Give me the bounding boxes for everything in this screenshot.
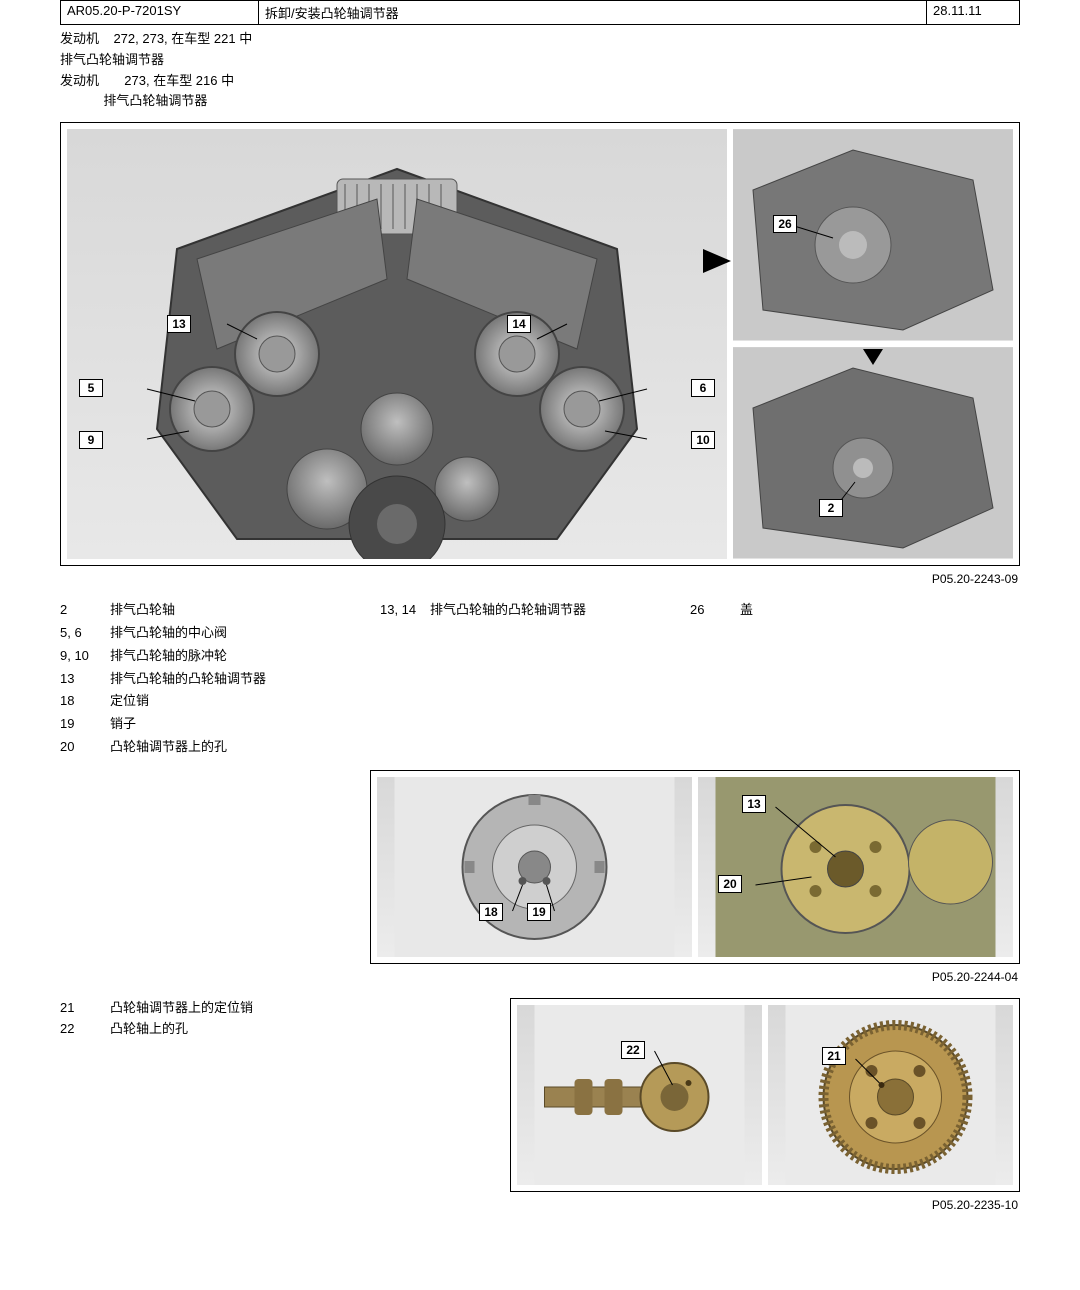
- legend-item: 26 盖: [690, 600, 890, 621]
- cap-detail-illustration: [733, 129, 1013, 341]
- adjuster-back-illustration: [377, 777, 692, 957]
- legend-num: 26: [690, 600, 730, 621]
- callout-21: 21: [822, 1047, 846, 1065]
- doc-title: 拆卸/安装凸轮轴调节器: [259, 1, 926, 24]
- callout-13: 13: [167, 315, 191, 333]
- legend-item: 18 定位销: [60, 691, 360, 712]
- callout-10: 10: [691, 431, 715, 449]
- legend-text: 凸轮轴调节器上的孔: [110, 737, 227, 758]
- figure-1-side-column: 26 2: [733, 129, 1013, 559]
- figure-1-ref: P05.20-2243-09: [60, 572, 1018, 586]
- callout-13b: 13: [742, 795, 766, 813]
- legend-text: 销子: [110, 714, 136, 735]
- legend-text: 排气凸轮轴的凸轮轴调节器: [110, 669, 266, 690]
- legend-col-1: 2 排气凸轮轴 5, 6 排气凸轮轴的中心阀 9, 10 排气凸轮轴的脉冲轮 13 排气凸轮轴…: [60, 600, 360, 758]
- legend-col-2: 13, 14 排气凸轮轴的凸轮轴调节器: [380, 600, 670, 758]
- legend-text: 凸轮轴调节器上的定位销: [110, 998, 253, 1019]
- legend-num: 18: [60, 691, 100, 712]
- legend-text: 排气凸轮轴的凸轮轴调节器: [430, 600, 586, 621]
- figure-1: 13 14 5 6 9 10 26: [60, 122, 1020, 566]
- legend-num: 19: [60, 714, 100, 735]
- callout-6: 6: [691, 379, 715, 397]
- legend-text: 排气凸轮轴的中心阀: [110, 623, 227, 644]
- legend-item: 13, 14 排气凸轮轴的凸轮轴调节器: [380, 600, 670, 621]
- figure-1-side-top: 26: [733, 129, 1013, 341]
- figure-2: 18 19 13 20: [370, 770, 1020, 964]
- figure-3-left-panel: 22: [517, 1005, 762, 1185]
- header-bar: AR05.20-P-7201SY 拆卸/安装凸轮轴调节器 28.11.11: [60, 0, 1020, 25]
- legend-text: 排气凸轮轴的脉冲轮: [110, 646, 227, 667]
- legend-num: 20: [60, 737, 100, 758]
- meta-line-1: 发动机 272, 273, 在车型 221 中: [60, 29, 1020, 50]
- legend-text: 凸轮轴上的孔: [110, 1019, 188, 1040]
- callout-26: 26: [773, 215, 797, 233]
- meta-line-2: 排气凸轮轴调节器: [60, 50, 1020, 71]
- legend-item: 22 凸轮轴上的孔: [60, 1019, 500, 1040]
- legend-num: 9, 10: [60, 646, 100, 667]
- figure-3-ref: P05.20-2235-10: [60, 1198, 1018, 1212]
- legend-text: 定位销: [110, 691, 149, 712]
- meta-line-4: 排气凸轮轴调节器: [60, 91, 1020, 112]
- legend-num: 13, 14: [380, 600, 420, 621]
- page-root: AR05.20-P-7201SY 拆卸/安装凸轮轴调节器 28.11.11 发动…: [0, 0, 1080, 1256]
- legend-row-1: 2 排气凸轮轴 5, 6 排气凸轮轴的中心阀 9, 10 排气凸轮轴的脉冲轮 13 排气凸轮轴…: [60, 600, 1020, 758]
- figure-3: 22 21: [510, 998, 1020, 1192]
- legend-item: 5, 6 排气凸轮轴的中心阀: [60, 623, 360, 644]
- legend-text: 盖: [740, 600, 753, 621]
- legend-item: 21 凸轮轴调节器上的定位销: [60, 998, 500, 1019]
- legend-item: 19 销子: [60, 714, 360, 735]
- legend-item: 2 排气凸轮轴: [60, 600, 360, 621]
- callout-22: 22: [621, 1041, 645, 1059]
- meta-line-3: 发动机 273, 在车型 216 中: [60, 71, 1020, 92]
- legend-num: 21: [60, 998, 100, 1019]
- legend-col-3: 26 盖: [690, 600, 890, 758]
- legend-num: 13: [60, 669, 100, 690]
- figure-1-side-bottom: 2: [733, 347, 1013, 559]
- adjuster-gear-illustration: [768, 1005, 1013, 1185]
- callout-18: 18: [479, 903, 503, 921]
- callout-14: 14: [507, 315, 531, 333]
- figure-2-right-panel: 13 20: [698, 777, 1013, 957]
- doc-date: 28.11.11: [926, 1, 1019, 24]
- callout-19: 19: [527, 903, 551, 921]
- legend-num: 2: [60, 600, 100, 621]
- meta-block: 发动机 272, 273, 在车型 221 中 排气凸轮轴调节器 发动机 273…: [60, 29, 1020, 112]
- legend-num: 22: [60, 1019, 100, 1040]
- legend-num: 5, 6: [60, 623, 100, 644]
- figure-2-ref: P05.20-2244-04: [60, 970, 1018, 984]
- figure-3-right-panel: 21: [768, 1005, 1013, 1185]
- legend-item: 20 凸轮轴调节器上的孔: [60, 737, 360, 758]
- legend-text: 排气凸轮轴: [110, 600, 175, 621]
- figure-2-row: 18 19 13 20: [60, 770, 1020, 964]
- callout-20: 20: [718, 875, 742, 893]
- engine-front-illustration: [67, 129, 727, 559]
- legend-3: 21 凸轮轴调节器上的定位销 22 凸轮轴上的孔: [60, 998, 500, 1040]
- doc-code: AR05.20-P-7201SY: [61, 1, 259, 24]
- arrow-down-icon: [863, 349, 883, 365]
- callout-5: 5: [79, 379, 103, 397]
- camshaft-illustration: [517, 1005, 762, 1185]
- camshaft-end-illustration: [733, 347, 1013, 559]
- legend-item: 9, 10 排气凸轮轴的脉冲轮: [60, 646, 360, 667]
- figure-3-row: 21 凸轮轴调节器上的定位销 22 凸轮轴上的孔 22: [60, 998, 1020, 1192]
- callout-2: 2: [819, 499, 843, 517]
- figure-2-left-panel: 18 19: [377, 777, 692, 957]
- callout-9: 9: [79, 431, 103, 449]
- pointer-icon: [703, 249, 731, 273]
- legend-item: 13 排气凸轮轴的凸轮轴调节器: [60, 669, 360, 690]
- figure-1-main-panel: 13 14 5 6 9 10: [67, 129, 727, 559]
